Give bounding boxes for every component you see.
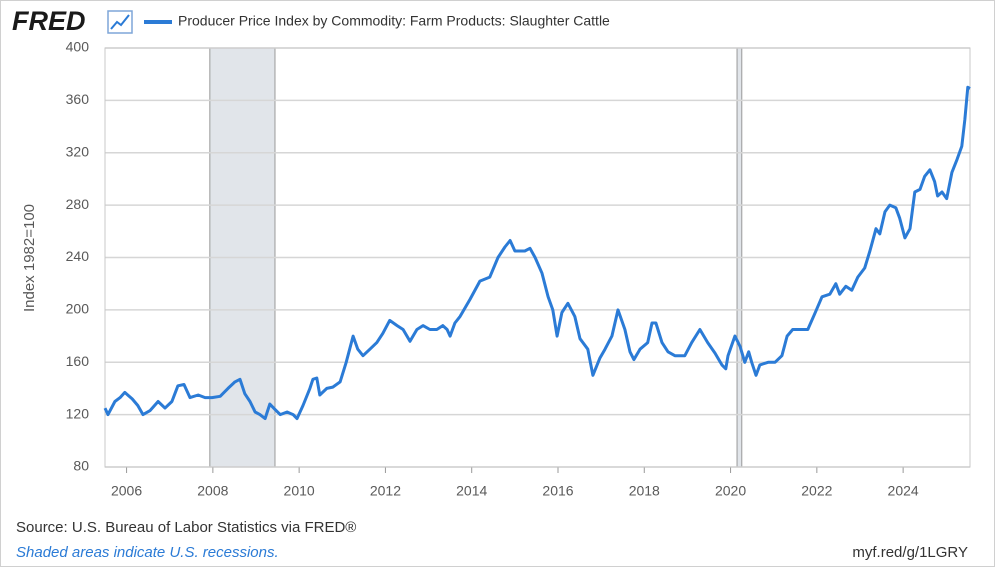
x-tick-label: 2008 (197, 483, 228, 499)
y-tick-label: 240 (66, 248, 90, 264)
x-tick-label: 2022 (801, 483, 832, 499)
x-tick-label: 2014 (456, 483, 487, 499)
y-axis-label: Index 1982=100 (21, 204, 38, 312)
x-tick-label: 2012 (370, 483, 401, 499)
y-tick-label: 120 (66, 405, 90, 421)
series-line (103, 85, 971, 421)
x-tick-label: 2018 (629, 483, 660, 499)
plot-border (104, 47, 971, 468)
y-tick-label: 360 (66, 91, 90, 107)
x-tick-label: 2010 (284, 483, 315, 499)
x-tick-label: 2006 (111, 483, 142, 499)
x-tick-label: 2024 (888, 483, 919, 499)
x-tick-label: 2020 (715, 483, 746, 499)
y-tick-label: 400 (66, 39, 90, 55)
legend-label: Producer Price Index by Commodity: Farm … (178, 13, 610, 29)
link[interactable]: myf.red/g/1LGRY (852, 544, 968, 561)
y-tick-label: 280 (66, 196, 90, 212)
y-tick-label: 160 (66, 353, 90, 369)
source: Source: U.S. Bureau of Labor Statistics … (16, 519, 356, 536)
y-tick-label: 320 (66, 143, 90, 159)
note: Shaded areas indicate U.S. recessions. (16, 544, 279, 561)
y-tick-label: 200 (66, 301, 90, 317)
logo: FRED (12, 6, 86, 36)
x-tick-label: 2016 (542, 483, 573, 499)
y-tick-label: 80 (73, 458, 89, 474)
logo-icon (107, 10, 133, 34)
